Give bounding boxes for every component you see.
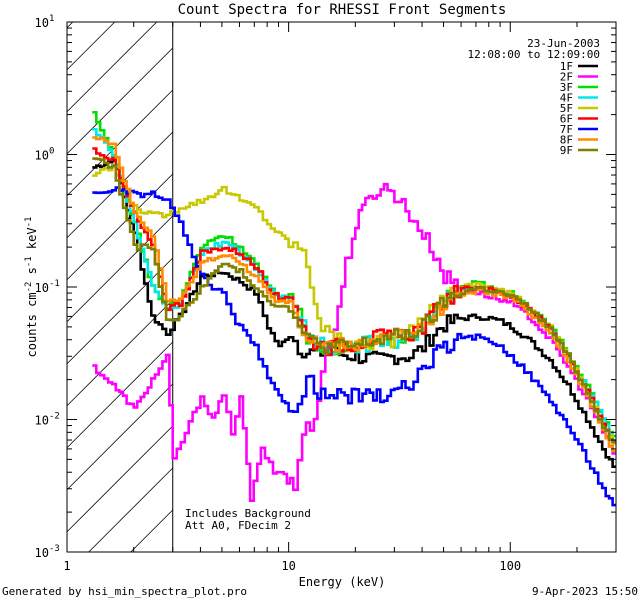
y-tick-exponent: 0 xyxy=(49,147,54,157)
legend-label-4f: 4F xyxy=(560,92,573,105)
y-tick-label: 10 xyxy=(35,414,49,428)
y-label-sup-3: -1 xyxy=(24,217,34,228)
hatch-line xyxy=(66,21,158,113)
hatch-line xyxy=(66,383,174,491)
y-label-sup-2: -1 xyxy=(24,256,34,267)
time-range-label: 12:08:00 to 12:09:00 xyxy=(468,48,600,61)
legend-label-6f: 6F xyxy=(560,113,573,126)
footer-timestamp: 9-Apr-2023 15:50 xyxy=(532,585,638,598)
legend-label-3f: 3F xyxy=(560,81,573,94)
hatch-line xyxy=(66,425,174,533)
y-label-part-c: keV xyxy=(25,227,39,256)
hatch-line xyxy=(66,215,174,323)
series-line-9f xyxy=(92,157,616,444)
y-tick-exponent: 1 xyxy=(49,14,54,24)
legend-label-7f: 7F xyxy=(560,123,573,136)
series-line-7f xyxy=(92,186,616,507)
legend-label-5f: 5F xyxy=(560,102,573,115)
attenuator-note: Att A0, FDecim 2 xyxy=(185,519,291,532)
y-axis-label: counts cm-2 s-1 keV-1 xyxy=(24,217,39,358)
background-note: Includes Background xyxy=(185,507,311,520)
y-label-part-a: counts cm xyxy=(25,292,39,357)
hatch-line xyxy=(66,89,174,197)
y-tick-label: 10 xyxy=(35,281,49,295)
y-tick-label: 10 xyxy=(35,16,49,30)
footer-generated-by: Generated by hsi_min_spectra_plot.pro xyxy=(2,585,247,598)
hatch-line xyxy=(88,467,174,553)
y-label-part-b: s xyxy=(25,267,39,281)
date-label: 23-Jun-2003 xyxy=(527,37,600,50)
x-tick-label: 1 xyxy=(63,559,70,573)
legend-label-2f: 2F xyxy=(560,71,573,84)
hatch-line xyxy=(66,341,174,449)
x-tick-label: 10 xyxy=(281,559,295,573)
y-tick-label: 10 xyxy=(35,546,49,560)
hatch-line xyxy=(130,509,174,553)
y-tick-exponent: -3 xyxy=(49,544,60,554)
x-tick-labels: 1 10 100 xyxy=(63,559,521,573)
y-tick-label: 10 xyxy=(35,149,49,163)
hatch-line xyxy=(66,21,74,29)
legend-label-8f: 8F xyxy=(560,134,573,147)
chart-title: Count Spectra for RHESSI Front Segments xyxy=(178,2,507,18)
series-line-6f xyxy=(92,147,616,442)
x-tick-label: 100 xyxy=(499,559,521,573)
x-axis-label: Energy (keV) xyxy=(299,575,386,589)
legend-label-1f: 1F xyxy=(560,60,573,73)
hatched-region xyxy=(66,21,174,553)
hatch-line xyxy=(66,47,174,155)
legend-label-9f: 9F xyxy=(560,144,573,157)
series-group xyxy=(92,111,616,507)
series-line-2f xyxy=(92,182,616,502)
hatch-line xyxy=(66,21,116,71)
y-tick-exponent: -1 xyxy=(49,279,60,289)
series-line-8f xyxy=(92,136,616,453)
series-line-3f xyxy=(92,111,616,438)
axis-ticks xyxy=(66,22,617,553)
y-tick-exponent: -2 xyxy=(49,412,60,422)
y-label-sup-1: -2 xyxy=(24,282,34,293)
hatch-line xyxy=(66,257,174,365)
